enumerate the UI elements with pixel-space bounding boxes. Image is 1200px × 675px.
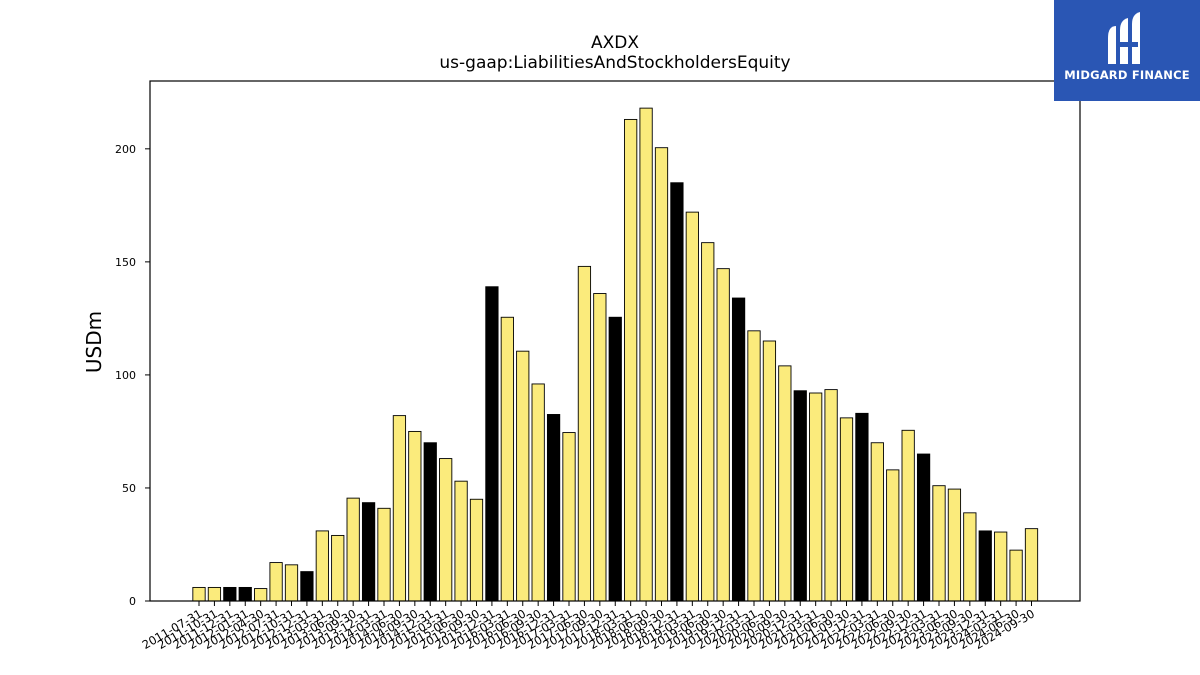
bar [562, 432, 576, 602]
bar [839, 417, 854, 602]
bar [870, 442, 884, 602]
bar [361, 502, 376, 602]
bar [886, 469, 900, 602]
bar [963, 512, 977, 602]
midgard-m-logo-icon [1108, 12, 1140, 64]
bar [315, 530, 329, 602]
bar [223, 586, 237, 602]
bar [254, 588, 268, 602]
bar [916, 453, 931, 602]
bar [207, 586, 222, 602]
bar [701, 242, 715, 602]
y-axis-label: USDm [82, 311, 106, 373]
bar [747, 330, 761, 602]
bar [346, 497, 360, 602]
chart-title: AXDX [591, 33, 639, 53]
bar [731, 297, 746, 602]
bar [947, 488, 962, 602]
bar [593, 293, 607, 602]
bars-group [192, 107, 1039, 602]
bar [670, 182, 684, 602]
y-tick-label: 150 [115, 256, 136, 269]
bar [978, 530, 992, 602]
bar [624, 118, 638, 602]
bar [855, 412, 869, 602]
bar [454, 480, 468, 602]
bar [685, 211, 699, 602]
plot-frame [149, 80, 1081, 602]
bar [469, 498, 484, 602]
bar [577, 265, 592, 602]
y-tick-label: 50 [122, 482, 136, 495]
bar [392, 415, 407, 602]
bar [331, 534, 345, 602]
bar [1024, 528, 1039, 602]
bar [901, 429, 915, 602]
bar [423, 442, 437, 602]
brand-logo: MIDGARD FINANCE [1054, 0, 1200, 101]
bar [269, 562, 283, 602]
bar [531, 383, 545, 602]
y-tick-label: 200 [115, 143, 136, 156]
y-tick-label: 0 [129, 595, 136, 608]
chart-subtitle: us-gaap:LiabilitiesAndStockholdersEquity [439, 53, 790, 73]
bar [654, 147, 669, 602]
bar [546, 414, 561, 602]
bar [824, 389, 838, 602]
x-axis: 2011-07-312011-10-312011-12-312012-01-31… [140, 601, 1037, 652]
bar [377, 507, 391, 602]
bar [639, 107, 653, 602]
bar [500, 316, 514, 602]
bar [762, 340, 777, 602]
bar [408, 430, 422, 602]
bar [793, 390, 807, 602]
bar [516, 350, 530, 602]
bar [994, 531, 1008, 602]
bar [238, 586, 252, 602]
bar [439, 458, 453, 602]
bar [809, 392, 823, 602]
bar [608, 316, 622, 602]
bar [716, 268, 730, 602]
brand-logo-text: MIDGARD FINANCE [1064, 68, 1190, 82]
bar [284, 564, 299, 602]
bar [932, 485, 946, 602]
bar [485, 286, 499, 602]
y-tick-label: 100 [115, 369, 136, 382]
bar [1009, 549, 1023, 602]
y-axis: 0 50 100 150 200 [115, 143, 150, 608]
bar [778, 365, 792, 602]
bar [192, 586, 206, 602]
bar [300, 571, 314, 602]
